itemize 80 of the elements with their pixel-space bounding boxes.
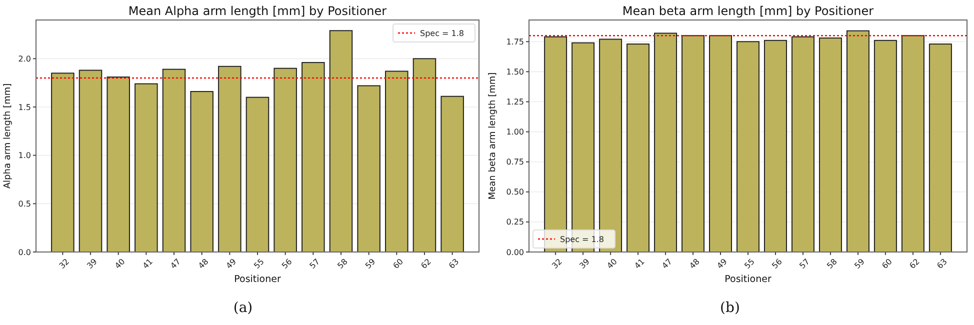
x-tick-label: 48 — [688, 257, 702, 271]
x-tick-label: 40 — [113, 257, 127, 271]
y-tick-label: 2.0 — [18, 54, 31, 64]
x-tick-label: 60 — [391, 257, 406, 271]
x-tick-label: 59 — [364, 257, 378, 271]
text: (a) — [233, 300, 253, 316]
chart-title: Mean Alpha arm length [mm] by Positioner — [128, 4, 387, 18]
x-tick-label: 40 — [605, 257, 619, 271]
bar — [764, 40, 787, 252]
x-tick-label: 57 — [798, 257, 812, 271]
x-tick-label: 47 — [168, 257, 182, 271]
bar — [874, 40, 897, 252]
bar — [190, 91, 214, 252]
x-tick-label: 49 — [224, 257, 238, 271]
bar — [654, 32, 678, 252]
bar — [709, 35, 732, 252]
x-axis-title: Positioner — [724, 274, 772, 285]
y-tick-label: 1.5 — [18, 102, 31, 112]
y-axis-title: Alpha arm length [mm] — [3, 83, 13, 189]
x-tick-label: 58 — [825, 257, 839, 271]
bar — [106, 76, 130, 252]
y-tick-label: 1.00 — [506, 128, 524, 137]
y-tick-label: 0.25 — [506, 218, 524, 227]
chart-title: Mean beta arm length [mm] by Positioner — [622, 4, 874, 18]
bar — [162, 68, 186, 252]
bar — [274, 68, 297, 252]
x-tick-label: 62 — [419, 257, 433, 271]
x-tick-label: 49 — [715, 257, 729, 271]
bar — [302, 62, 325, 252]
bar — [818, 38, 842, 252]
bar — [78, 70, 102, 252]
x-tick-label: 39 — [578, 257, 592, 271]
x-tick-label: 63 — [935, 257, 949, 271]
x-tick-label: 63 — [447, 257, 461, 271]
x-tick-label: 56 — [770, 257, 784, 271]
y-tick-label: 1.25 — [506, 98, 524, 107]
x-tick-label: 60 — [880, 257, 894, 271]
bar — [385, 70, 408, 252]
y-tick-label: 0.75 — [506, 158, 524, 167]
x-tick-label: 59 — [852, 257, 866, 271]
x-tick-label: 48 — [196, 257, 210, 271]
bar — [218, 66, 242, 252]
bar — [412, 58, 436, 252]
y-tick-label: 1.0 — [18, 151, 31, 160]
bar — [626, 44, 650, 252]
bar — [51, 72, 74, 252]
bar — [901, 35, 924, 252]
bar — [440, 96, 464, 252]
x-tick-label: 55 — [252, 257, 266, 271]
x-tick-label: 58 — [336, 257, 350, 271]
y-tick-label: 0.5 — [18, 199, 31, 208]
bar — [357, 85, 380, 252]
x-tick-label: 56 — [280, 257, 294, 271]
x-tick-label: 57 — [308, 257, 322, 271]
x-tick-label: 47 — [660, 257, 674, 271]
bar — [329, 30, 353, 252]
bar — [846, 30, 870, 252]
bar — [791, 36, 814, 252]
x-tick-label: 39 — [85, 257, 99, 271]
y-tick-label: 1.50 — [506, 67, 524, 76]
text: (b) — [720, 300, 740, 316]
y-axis-title: Mean beta arm length [mm] — [488, 72, 498, 200]
y-tick-label: 0.0 — [18, 248, 31, 257]
bar — [134, 83, 158, 252]
x-axis-title: Positioner — [234, 274, 281, 285]
x-tick-label: 41 — [632, 257, 646, 271]
bar — [736, 41, 760, 252]
y-tick-label: 0.50 — [506, 188, 524, 197]
bar — [682, 35, 705, 252]
bar — [928, 44, 952, 252]
y-tick-label: 0.00 — [506, 248, 524, 257]
x-tick-label: 32 — [57, 257, 72, 271]
x-tick-label: 55 — [742, 257, 756, 271]
x-tick-label: 62 — [908, 257, 922, 271]
bar — [246, 96, 270, 252]
y-tick-label: 1.75 — [506, 37, 524, 46]
legend-label: Spec = 1.8 — [420, 28, 464, 38]
x-tick-label: 32 — [550, 257, 564, 271]
x-tick-label: 41 — [140, 257, 155, 271]
legend-label: Spec = 1.8 — [560, 234, 604, 244]
